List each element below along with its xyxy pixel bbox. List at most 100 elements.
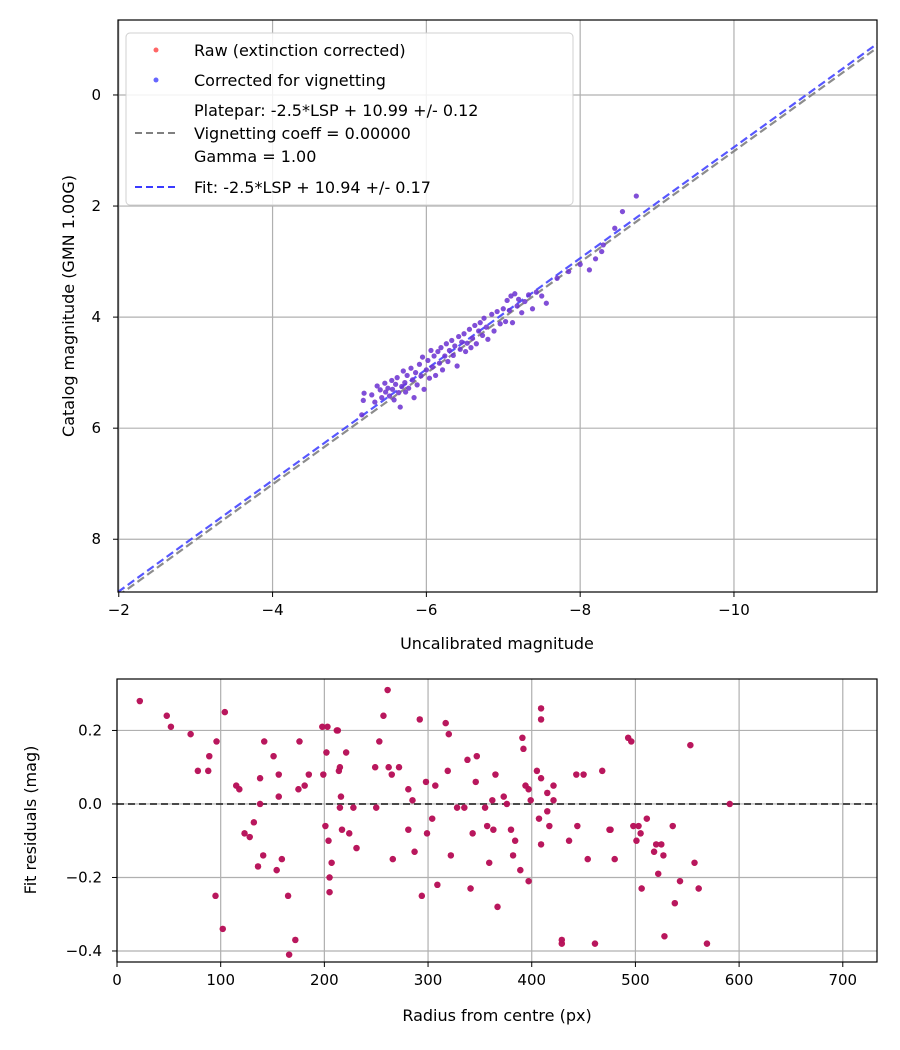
residual-point: [527, 797, 534, 804]
bottom-x-tick-label: 400: [517, 971, 546, 989]
residual-point: [509, 852, 517, 859]
corrected-point: [382, 380, 388, 386]
legend-platepar-line2: Vignetting coeff = 0.00000: [194, 124, 411, 143]
residual-point: [503, 800, 511, 808]
residual-point: [373, 804, 380, 811]
residual-point: [691, 859, 698, 866]
top-plot-frame: [117, 19, 878, 593]
top-ticks: −2 −4 −6 −8 −10 0 2 4 6 8: [91, 86, 749, 619]
residual-point: [273, 866, 280, 874]
corrected-point: [519, 310, 525, 316]
corrected-point: [425, 357, 431, 364]
bottom-ticks: 0 100 200 300 400 500 600 700 0.2 0.0 −0.2 −0.4: [66, 721, 858, 989]
legend-corrected-label: Corrected for vignetting: [194, 71, 386, 90]
residual-point: [461, 804, 468, 811]
corrected-point: [408, 365, 414, 371]
corrected-point: [566, 268, 572, 275]
residual-point: [206, 752, 213, 760]
residual-point: [405, 826, 412, 833]
bottom-x-tick-label: 0: [112, 971, 122, 989]
residual-point: [574, 822, 581, 830]
corrected-point: [529, 306, 536, 312]
corrected-point: [599, 248, 605, 255]
corrected-point: [385, 385, 391, 391]
corrected-point: [414, 382, 420, 388]
residual-point: [550, 782, 557, 789]
residual-point: [489, 797, 496, 804]
corrected-point: [443, 341, 449, 347]
corrected-point: [445, 358, 451, 365]
corrected-point: [421, 386, 427, 392]
residual-point: [607, 826, 614, 833]
residual-point: [371, 764, 379, 771]
corrected-point: [413, 370, 419, 376]
corrected-point: [383, 389, 389, 395]
residual-point: [687, 741, 694, 749]
residual-point: [500, 793, 507, 800]
residual-point: [473, 752, 480, 760]
corrected-point: [438, 345, 444, 351]
top-y-tick-label: 8: [91, 530, 101, 548]
residual-point: [388, 771, 395, 778]
residual-point: [565, 837, 573, 844]
residual-point: [261, 738, 268, 745]
residual-point: [525, 877, 532, 885]
residual-point: [301, 782, 308, 789]
top-y-tick-label: 6: [91, 419, 101, 437]
corrected-point: [406, 385, 412, 391]
residual-point: [467, 885, 474, 892]
corrected-point: [403, 389, 409, 395]
residual-point: [256, 800, 264, 808]
legend-raw-marker-icon: [153, 47, 159, 53]
corrected-point: [457, 346, 463, 352]
residual-point: [205, 767, 212, 775]
corrected-point: [402, 380, 408, 386]
residual-point: [525, 786, 532, 793]
residual-point: [643, 815, 651, 822]
bottom-plot-frame: [116, 678, 878, 963]
bottom-y-tick-label: −0.4: [66, 942, 102, 960]
corrected-point: [508, 293, 514, 299]
corrected-point: [397, 404, 403, 410]
residual-point: [256, 775, 264, 782]
corrected-point: [416, 361, 423, 367]
top-x-tick-label: −4: [262, 601, 284, 619]
residual-point: [405, 786, 412, 793]
corrected-point: [379, 395, 385, 401]
corrected-point: [439, 367, 446, 373]
residual-point: [481, 804, 489, 811]
corrected-point: [409, 377, 416, 383]
residual-point: [650, 848, 658, 855]
bottom-x-tick-label: 100: [206, 971, 235, 989]
residual-point: [194, 767, 202, 775]
bottom-plot-area: [117, 679, 877, 962]
top-scatter-points: [359, 193, 639, 418]
bottom-x-tick-label: 700: [828, 971, 857, 989]
residual-point: [584, 855, 591, 863]
residual-point: [336, 764, 344, 771]
residual-point: [447, 852, 455, 859]
corrected-point: [577, 261, 583, 267]
corrected-point: [452, 343, 458, 349]
corrected-point: [394, 375, 400, 381]
residual-point: [163, 712, 170, 719]
residual-point: [305, 771, 313, 778]
corrected-point: [526, 292, 532, 298]
residual-point: [533, 767, 541, 775]
bottom-scatter-points: [136, 686, 733, 958]
fit-dashed-line: [118, 42, 877, 592]
top-x-axis-label: Uncalibrated magnitude: [400, 634, 594, 653]
residual-point: [573, 771, 580, 778]
residual-point: [434, 881, 441, 889]
corrected-point: [543, 300, 549, 306]
residual-point: [376, 738, 383, 745]
residual-point: [432, 782, 439, 789]
residual-point: [537, 705, 545, 712]
corrected-point: [389, 386, 396, 392]
residual-point: [703, 940, 711, 947]
residual-point: [334, 727, 342, 734]
corrected-point: [466, 326, 473, 332]
residual-point: [337, 793, 345, 800]
corrected-point: [514, 303, 520, 309]
bottom-x-axis-label: Radius from centre (px): [402, 1006, 591, 1025]
